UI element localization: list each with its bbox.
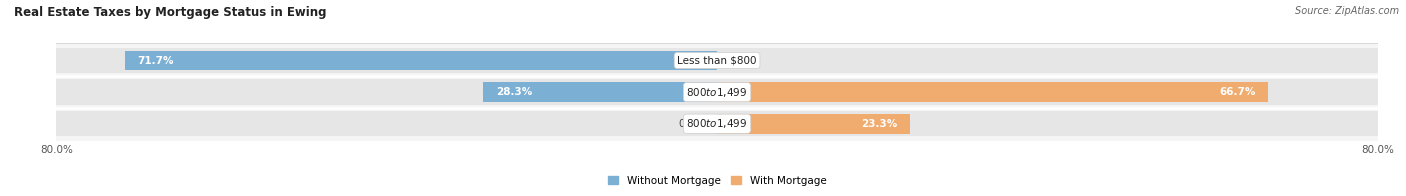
Text: $800 to $1,499: $800 to $1,499 (686, 86, 748, 99)
Bar (125, 51, 717, 70)
Text: 0.0%: 0.0% (730, 55, 755, 65)
Bar (56, 111, 1378, 136)
Text: Less than $800: Less than $800 (678, 55, 756, 65)
Text: 66.7%: 66.7% (1219, 87, 1256, 97)
Text: 28.3%: 28.3% (496, 87, 531, 97)
Text: 0.0%: 0.0% (679, 119, 704, 129)
Legend: Without Mortgage, With Mortgage: Without Mortgage, With Mortgage (603, 172, 831, 190)
Text: $800 to $1,499: $800 to $1,499 (686, 117, 748, 130)
Bar (56, 79, 1378, 105)
Text: 23.3%: 23.3% (860, 119, 897, 129)
Bar (484, 82, 717, 102)
Bar (717, 82, 1268, 102)
Bar (56, 48, 1378, 73)
Text: Real Estate Taxes by Mortgage Status in Ewing: Real Estate Taxes by Mortgage Status in … (14, 6, 326, 19)
Text: 71.7%: 71.7% (138, 55, 174, 65)
Bar (717, 114, 910, 133)
Text: Source: ZipAtlas.com: Source: ZipAtlas.com (1295, 6, 1399, 16)
